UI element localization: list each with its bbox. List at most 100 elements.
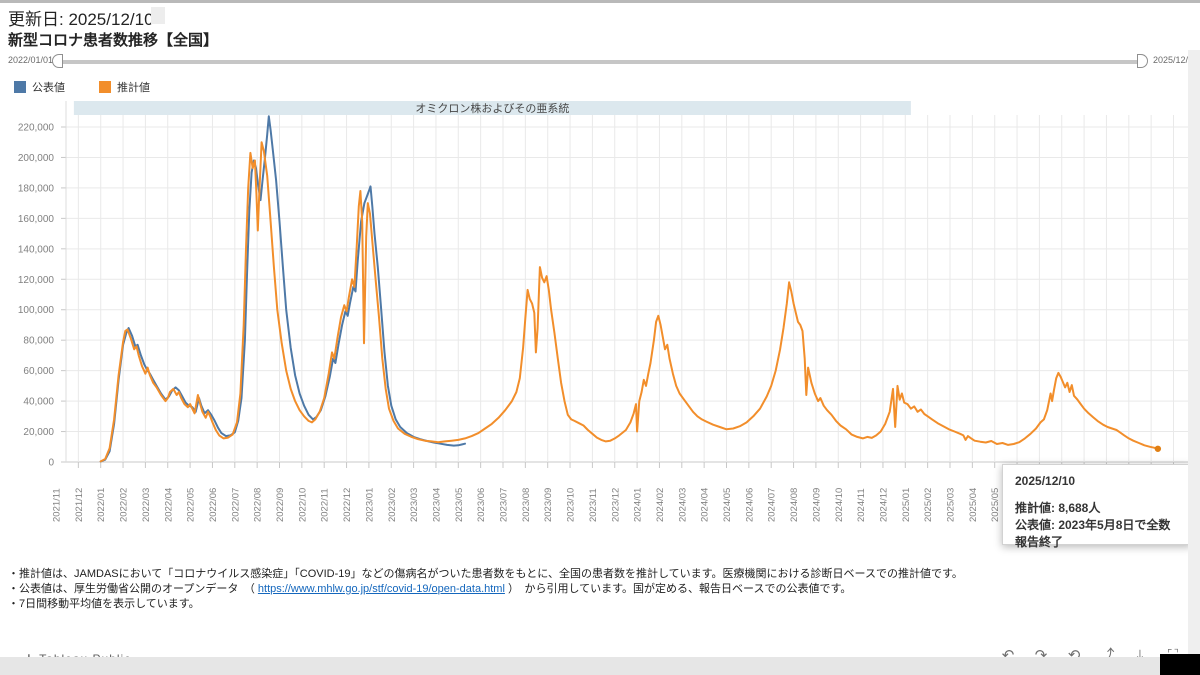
x-tick-label: 2022/05 [186, 488, 197, 522]
x-tick-label: 2022/09 [275, 488, 286, 522]
x-tick-label: 2023/06 [476, 488, 487, 522]
x-tick-label: 2024/02 [655, 488, 666, 522]
x-tick-label: 2023/02 [387, 488, 398, 522]
scrollbar[interactable] [1188, 50, 1200, 657]
series-line-推計値 [99, 141, 1159, 463]
legend-label-estimated: 推計値 [117, 82, 150, 94]
slider-start-label: 2022/01/01 [8, 55, 54, 65]
reset-icon[interactable]: ⟲ [1067, 647, 1081, 657]
x-tick-label: 2025/02 [923, 488, 934, 522]
x-tick-label: 2024/12 [878, 488, 889, 522]
y-tick-label: 220,000 [18, 123, 55, 134]
y-tick-label: 100,000 [18, 305, 55, 316]
x-tick-label: 2022/08 [253, 488, 264, 522]
bottom-bar [0, 657, 1200, 675]
y-tick-label: 160,000 [18, 214, 55, 225]
x-tick-label: 2025/05 [990, 488, 1001, 522]
update-date: 更新日: 2025/12/10 [8, 10, 154, 29]
selection-artifact [151, 7, 165, 24]
x-tick-label: 2023/08 [521, 488, 532, 522]
legend-label-published: 公表値 [32, 82, 65, 94]
x-tick-label: 2023/05 [454, 488, 465, 522]
y-tick-label: 40,000 [23, 397, 54, 408]
x-tick-label: 2022/12 [342, 488, 353, 522]
x-tick-label: 2023/09 [543, 488, 554, 522]
y-tick-label: 0 [48, 458, 54, 469]
end-marker-dot [1154, 445, 1162, 452]
undo-icon[interactable]: ↶ [1001, 647, 1015, 657]
x-tick-label: 2023/11 [588, 488, 599, 522]
screen-corner [1160, 654, 1200, 675]
x-tick-label: 2024/09 [811, 488, 822, 522]
legend: 公表値 推計値 [14, 79, 150, 95]
x-tick-label: 2023/03 [409, 488, 420, 522]
embed-toolbar: ↶ ↷ ⟲ ⤴ ⤓ ⛶ [1000, 646, 1181, 657]
omicron-band [73, 101, 911, 115]
x-tick-label: 2022/04 [163, 488, 174, 522]
y-tick-label: 140,000 [18, 244, 55, 255]
x-tick-label: 2024/04 [700, 488, 711, 522]
x-tick-label: 2024/11 [856, 488, 867, 522]
x-tick-label: 2022/06 [208, 488, 219, 522]
y-tick-label: 180,000 [18, 183, 55, 194]
y-tick-label: 200,000 [18, 153, 55, 164]
legend-item-estimated[interactable]: 推計値 [99, 79, 150, 95]
tooltip-estimated-value: 推計値: 8,688人 [1015, 501, 1101, 515]
x-tick-label: 2023/01 [364, 488, 375, 522]
slider-track[interactable] [57, 60, 1147, 64]
x-tick-label: 2025/04 [968, 488, 979, 522]
note-line-3: ・7日間移動平均値を表示しています。 [8, 598, 200, 610]
tooltip-date: 2025/12/10 [1015, 474, 1076, 488]
legend-swatch-1 [99, 81, 111, 93]
x-tick-label: 2024/10 [834, 488, 845, 522]
x-tick-label: 2021/12 [74, 488, 85, 522]
tableau-public-logo[interactable]: ✛ Tableau Public [24, 650, 131, 657]
page-title: 新型コロナ患者数推移【全国】 [8, 32, 219, 49]
open-data-link[interactable]: https://www.mhlw.go.jp/stf/covid-19/open… [257, 583, 505, 595]
line-chart[interactable]: 0 20,000 40,000 60,000 80,000 100,000 120,000 1… [0, 0, 1200, 560]
x-tick-label: 2024/05 [722, 488, 733, 522]
omicron-band-label: オミクロン株およびその亜系統 [415, 101, 569, 115]
note-line-1: ・推計値は、JAMDASにおいて「コロナウイルス感染症」「COVID-19」など… [8, 568, 963, 580]
y-tick-label: 20,000 [23, 427, 54, 438]
slider-handle-right[interactable] [1137, 54, 1148, 68]
slider-end-label: 2025/12/10 [1153, 55, 1199, 65]
x-tick-label: 2023/04 [431, 488, 442, 522]
legend-item-published[interactable]: 公表値 [14, 79, 65, 95]
x-tick-label: 2023/07 [499, 488, 510, 522]
share-icon[interactable]: ⤴ [1099, 647, 1115, 657]
x-tick-label: 2022/03 [141, 488, 152, 522]
download-icon[interactable]: ⤓ [1136, 647, 1144, 657]
window-top-edge [0, 0, 1200, 3]
x-tick-label: 2024/08 [789, 488, 800, 522]
tooltip: 2025/12/10 推計値: 8,688人 公表値: 2023年5月8日で全数… [1002, 464, 1192, 549]
x-tick-label: 2022/07 [230, 488, 241, 522]
y-tick-label: 60,000 [23, 366, 54, 377]
x-tick-label: 2024/01 [633, 488, 644, 522]
slider-handle-left[interactable] [52, 54, 63, 68]
x-tick-label: 2025/01 [901, 488, 912, 522]
tooltip-published-value: 公表値: 2023年5月8日で全数報告終了 [1015, 518, 1171, 549]
note-line-2-pre: ・公表値は、厚生労働省公開のオープンデータ （ [8, 583, 258, 595]
x-tick-label: 2023/12 [610, 488, 621, 522]
y-tick-label: 120,000 [18, 275, 55, 286]
y-tick-label: 80,000 [23, 336, 54, 347]
x-tick-label: 2022/11 [320, 488, 331, 522]
x-tick-label: 2024/03 [677, 488, 688, 522]
legend-swatch-0 [14, 81, 26, 93]
x-tick-label: 2022/01 [96, 488, 107, 522]
note-line-2: ・公表値は、厚生労働省公開のオープンデータ （ https://www.mhlw… [8, 582, 963, 597]
x-tick-label: 2021/11 [52, 488, 63, 522]
redo-icon[interactable]: ↷ [1034, 647, 1048, 657]
x-tick-label: 2025/03 [946, 488, 957, 522]
x-tick-label: 2023/10 [566, 488, 577, 522]
x-tick-label: 2024/06 [744, 488, 755, 522]
fullscreen-icon[interactable]: ⛶ [1167, 647, 1179, 657]
note-line-2-post: ） から引用しています。国が定める、報告日ベースでの公表値です。 [504, 583, 852, 595]
series-line-公表値 [99, 115, 466, 463]
x-tick-label: 2022/10 [297, 488, 308, 522]
x-tick-label: 2024/07 [767, 488, 778, 522]
x-tick-label: 2022/02 [119, 488, 130, 522]
notes: ・推計値は、JAMDASにおいて「コロナウイルス感染症」「COVID-19」など… [8, 567, 963, 612]
